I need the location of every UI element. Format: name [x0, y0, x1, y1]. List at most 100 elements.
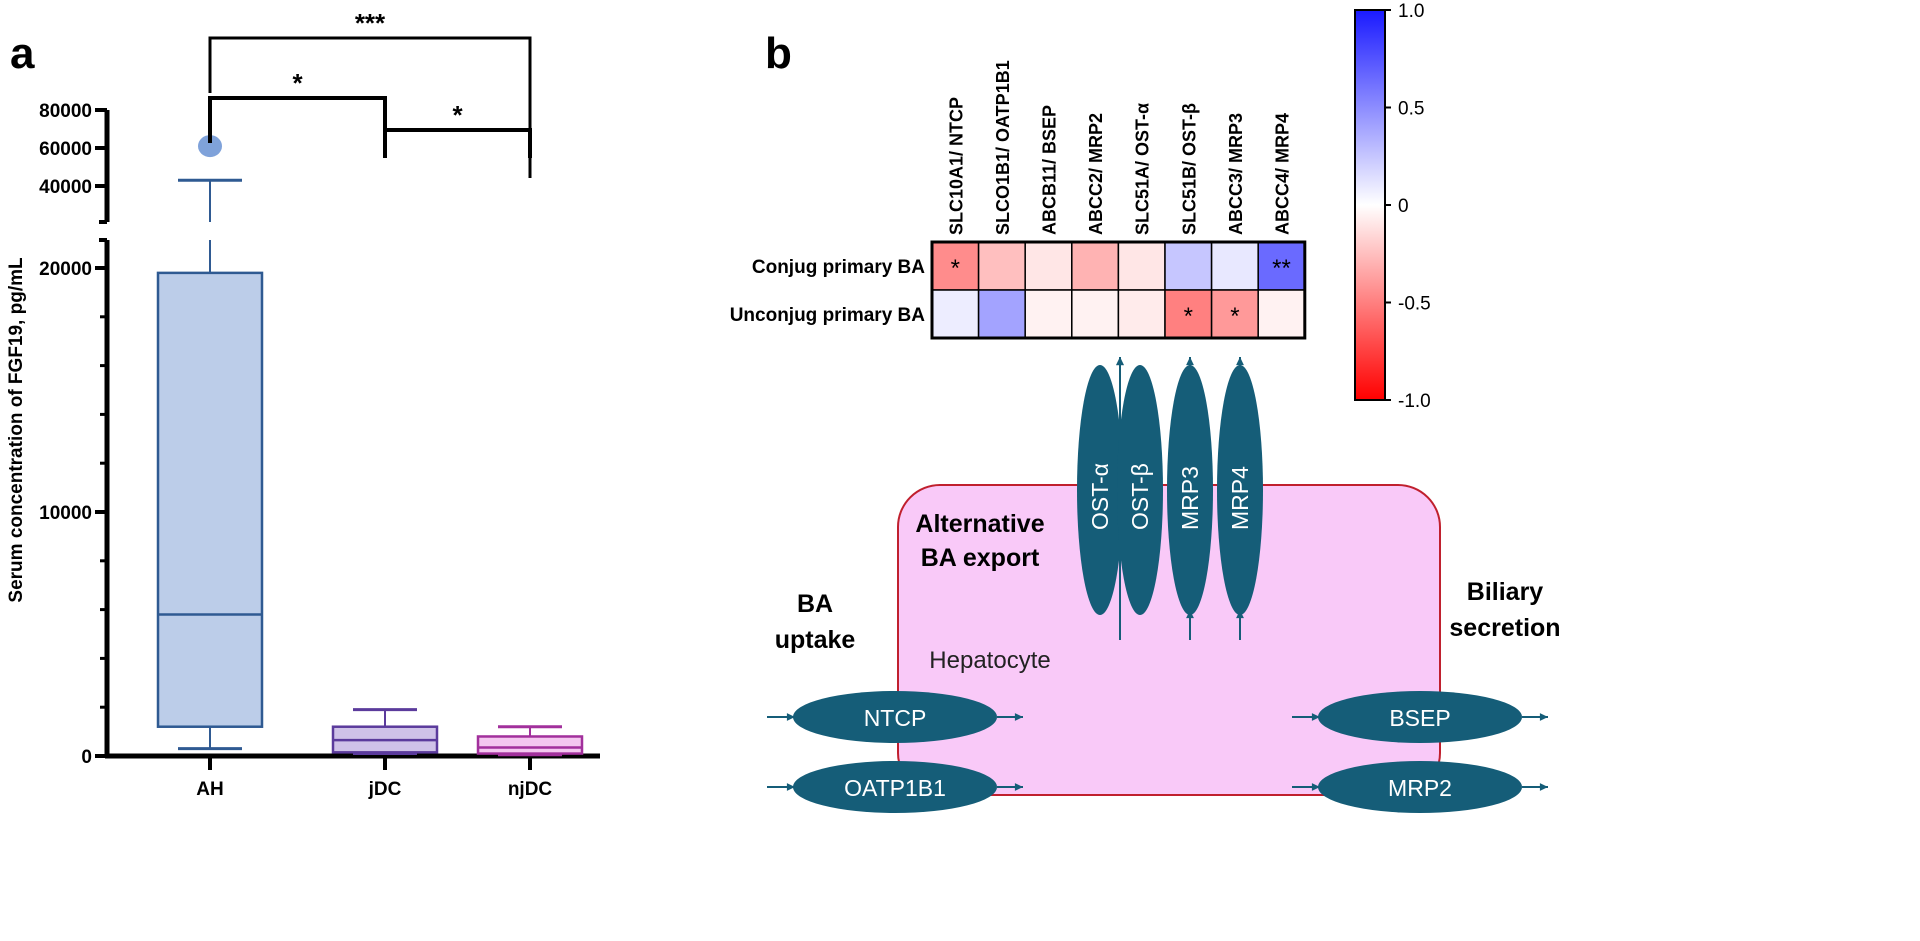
colorbar-scale [1354, 9, 1386, 401]
heatmap-cell [1117, 241, 1166, 291]
transporter-bsep [1318, 691, 1522, 743]
significance-mark: * [951, 255, 960, 282]
heatmap-cell [1071, 241, 1120, 291]
heatmap-cell [1164, 241, 1213, 291]
transporter-ntcp [793, 691, 997, 743]
transporters: NTCP OATP1B1 BSEP MRP2 OST-α OST-β MRP3 MRP4 [767, 357, 1548, 813]
y-tick-label: 60000 [39, 139, 92, 160]
arrowhead-icon [1116, 357, 1124, 366]
heatmap-border [930, 240, 1307, 340]
arrowhead-icon [786, 713, 795, 721]
outlier-point [198, 135, 222, 158]
transporter-label-ntcp: NTCP [864, 705, 927, 731]
transporter-diagram: Hepatocyte BA uptake Alternative BA expo… [767, 357, 1561, 813]
alt-export-label-2: BA export [921, 544, 1040, 572]
x-tick-label: njDC [508, 779, 553, 800]
y-tick-label: 0 [81, 747, 92, 768]
y-tick-label: 10000 [39, 503, 92, 524]
axes: 0 10000 20000 40000 60000 80000 AH jDC njDC [39, 101, 600, 800]
alt-export-label-1: Alternative [915, 510, 1044, 538]
significance-label: *** [355, 8, 386, 38]
hepatocyte-label: Hepatocyte [929, 647, 1050, 674]
transporter-ostb [1117, 365, 1163, 615]
transporter-label-oatp: OATP1B1 [844, 775, 946, 801]
column-label: ABCB11/ BSEP [1040, 105, 1060, 235]
arrowhead-icon [1311, 783, 1320, 791]
transporter-label-bsep: BSEP [1389, 705, 1450, 731]
arrowhead-icon [786, 783, 795, 791]
heatmap-cell [977, 289, 1026, 339]
heatmap-cell [1024, 289, 1073, 339]
box-jdc [331, 708, 439, 756]
heatmap-cell [1024, 241, 1073, 291]
transporter-label-ostb: OST-β [1127, 463, 1153, 530]
significance-bracket [383, 128, 532, 158]
column-label: ABCC3/ MRP3 [1226, 113, 1246, 235]
heatmap: SLC10A1/ NTCP SLCO1B1/ OATP1B1 ABCB11/ BSE… [730, 60, 1307, 340]
heatmap-cell [931, 289, 980, 339]
transporter-mrp2 [1318, 761, 1522, 813]
heatmap-cell [1257, 289, 1306, 339]
heatmap-cell [1210, 241, 1259, 291]
heatmap-cell [1071, 289, 1120, 339]
transporter-mrp3 [1167, 365, 1213, 615]
colorbar-tick-label: -1.0 [1398, 391, 1431, 412]
colorbar: 1.0 0.5 0 -0.5 -1.0 [1354, 1, 1431, 412]
transporter-label-mrp4: MRP4 [1227, 466, 1253, 530]
colorbar-tick-label: 0.5 [1398, 99, 1424, 120]
significance-bracket [208, 36, 532, 178]
box-iqr [476, 735, 584, 755]
transporter-label-mrp2: MRP2 [1388, 775, 1452, 801]
significance-mark: ** [1272, 255, 1291, 282]
column-label: SLCO1B1/ OATP1B1 [993, 60, 1013, 235]
column-label: SLC51A/ OST-α [1133, 103, 1153, 235]
arrowhead-icon [1539, 713, 1548, 721]
uptake-label-1: BA [797, 590, 833, 618]
column-label: ABCC2/ MRP2 [1086, 113, 1106, 235]
column-label: SLC10A1/ NTCP [946, 97, 966, 235]
uptake-label-2: uptake [775, 626, 856, 654]
colorbar-tick-label: 0 [1398, 196, 1409, 217]
colorbar-tick-label: -0.5 [1398, 294, 1431, 315]
arrowhead-icon [1236, 357, 1244, 366]
colorbar-tick-label: 1.0 [1398, 1, 1424, 22]
column-label: SLC51B/ OST-β [1179, 103, 1199, 235]
x-tick-label: AH [196, 779, 223, 800]
box-iqr [156, 271, 264, 728]
transporter-oatp [793, 761, 997, 813]
box-plot: Serum concentration of FGF19, pg/mL 0 100… [6, 8, 600, 800]
arrowhead-icon [1014, 783, 1023, 791]
panel-label-b: b [765, 29, 792, 78]
boxes [156, 135, 584, 757]
box-njdc [476, 725, 584, 757]
y-axis-label: Serum concentration of FGF19, pg/mL [6, 257, 27, 603]
box-ah [156, 135, 264, 751]
biliary-label-2: secretion [1449, 614, 1560, 642]
significance-brackets: ***** [208, 8, 532, 178]
significance-label: * [452, 100, 463, 130]
heatmap-cell [1210, 289, 1259, 339]
column-label: ABCC4/ MRP4 [1273, 113, 1293, 235]
arrowhead-icon [1014, 713, 1023, 721]
arrowhead-icon [1186, 357, 1194, 366]
biliary-label-1: Biliary [1467, 578, 1544, 606]
transporter-label-mrp3: MRP3 [1177, 466, 1203, 530]
heatmap-cell [977, 241, 1026, 291]
row-label: Conjug primary BA [752, 257, 925, 278]
transporter-mrp4 [1217, 365, 1263, 615]
row-label: Unconjug primary BA [730, 305, 926, 326]
y-tick-label: 40000 [39, 177, 92, 198]
panel-label-a: a [10, 29, 35, 78]
significance-bracket [208, 96, 387, 143]
x-tick-label: jDC [368, 779, 402, 800]
arrowhead-icon [1539, 783, 1548, 791]
transporter-label-osta: OST-α [1087, 463, 1113, 530]
y-tick-label: 20000 [39, 259, 92, 280]
significance-mark: * [1184, 303, 1193, 330]
heatmap-cell [1117, 289, 1166, 339]
arrowhead-icon [1311, 713, 1320, 721]
significance-mark: * [1230, 303, 1239, 330]
y-tick-label: 80000 [39, 101, 92, 122]
transporter-osta [1077, 365, 1123, 615]
